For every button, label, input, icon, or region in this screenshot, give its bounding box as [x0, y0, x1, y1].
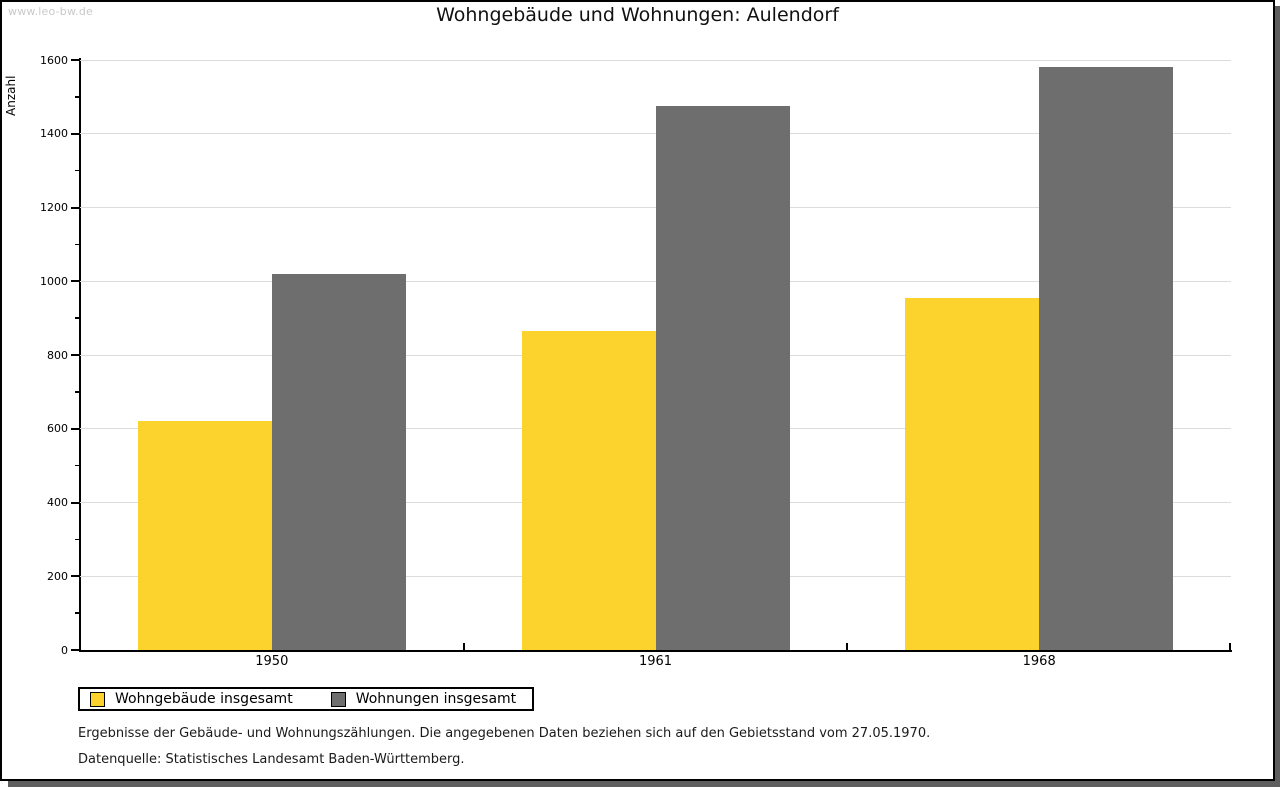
y-minor-tick-700: [75, 391, 79, 393]
footer-note: Ergebnisse der Gebäude- und Wohnungszähl…: [78, 726, 931, 741]
x-boundary-tick-1: [462, 643, 465, 650]
y-tick-label-0: 0: [61, 643, 68, 657]
y-minor-tick-1500: [75, 96, 79, 98]
y-major-tick-1400: [71, 132, 79, 135]
x-boundary-tick-2: [846, 643, 849, 650]
y-tick-label-400: 400: [47, 496, 68, 509]
legend: Wohngebäude insgesamt Wohnungen insgesam…: [78, 687, 535, 711]
bar-1950-series0: [137, 421, 272, 650]
bar-1968-series0: [905, 297, 1040, 650]
y-minor-tick-100: [75, 612, 79, 614]
y-major-tick-1200: [71, 206, 79, 209]
page-title: Wohngebäude und Wohnungen: Aulendorf: [436, 4, 839, 26]
plot-area: 0 200 400 600 800 1000 1200 1400 1600 1950 1961 196…: [40, 54, 1231, 669]
y-minor-tick-1100: [75, 243, 79, 246]
y-major-tick-800: [71, 354, 79, 356]
bar-1950-series1: [271, 273, 406, 650]
legend-item-wohngebaeude: Wohngebäude insgesamt: [90, 691, 293, 707]
frame-shadow-right: [1275, 6, 1280, 787]
legend-swatch-yellow-icon: [90, 691, 105, 707]
x-category-label-1968: 1968: [1022, 654, 1056, 669]
legend-swatch-gray-icon: [330, 691, 346, 707]
frame-shadow-bottom: [8, 781, 1280, 787]
y-tick-label-200: 200: [47, 569, 68, 583]
y-major-tick-200: [71, 575, 79, 578]
y-major-tick-0: [71, 649, 79, 651]
bar-1961-series0: [521, 331, 656, 650]
y-minor-tick-1300: [75, 169, 79, 172]
x-axis-end-tick: [1229, 643, 1231, 650]
bar-1961-series1: [655, 106, 790, 650]
y-tick-label-1000: 1000: [40, 274, 68, 288]
y-tick-label-1600: 1600: [40, 53, 68, 67]
y-minor-tick-300: [75, 538, 79, 541]
legend-label-wohnungen: Wohnungen insgesamt: [355, 691, 517, 707]
y-major-tick-1600: [71, 59, 79, 61]
y-tick-label-1400: 1400: [40, 127, 68, 141]
y-tick-label-600: 600: [47, 422, 68, 436]
watermark: www.leo-bw.de: [8, 5, 94, 18]
x-category-label-1950: 1950: [255, 654, 289, 669]
x-axis-line: [79, 650, 1232, 652]
y-major-tick-600: [71, 427, 79, 430]
y-tick-label-1200: 1200: [40, 201, 68, 214]
bar-1968-series1: [1039, 67, 1174, 650]
y-major-tick-400: [71, 501, 79, 504]
footer-source: Datenquelle: Statistisches Landesamt Bad…: [78, 752, 465, 767]
legend-label-wohngebaeude: Wohngebäude insgesamt: [115, 691, 293, 707]
y-minor-tick-500: [75, 464, 79, 467]
y-minor-tick-900: [75, 317, 79, 319]
x-category-label-1961: 1961: [638, 654, 673, 669]
y-tick-label-800: 800: [47, 348, 68, 362]
legend-item-wohnungen: Wohnungen insgesamt: [330, 691, 517, 707]
y-major-tick-1000: [71, 280, 79, 283]
gridline-1600: [80, 59, 1231, 61]
